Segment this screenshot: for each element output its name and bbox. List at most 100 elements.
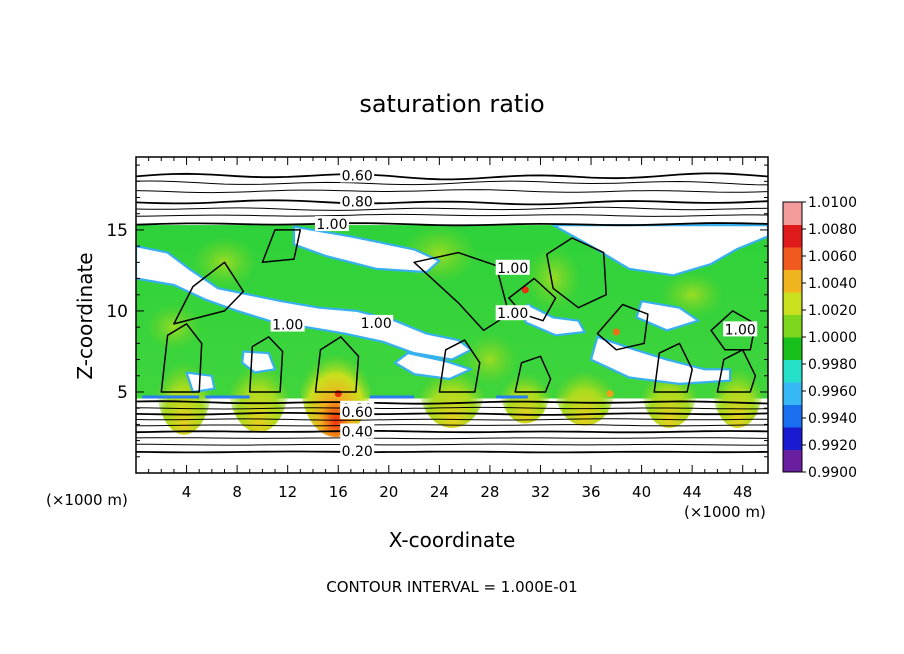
contour-label-bg (340, 423, 375, 439)
colorbar-label: 1.0060 (808, 249, 857, 265)
y-axis: 5 10 15 (106, 164, 768, 458)
contour-label-bg (340, 193, 375, 209)
contour-line (136, 189, 768, 194)
subsaturated-region (524, 303, 586, 337)
contour-line (136, 406, 768, 410)
contour-line (653, 342, 693, 393)
contour-line (136, 199, 768, 206)
colorbar-label: 0.9980 (808, 357, 857, 373)
contour-line (716, 349, 757, 393)
contour-label: 0.40 (342, 424, 373, 440)
x-tick-label: 32 (531, 483, 550, 501)
colorbar-label: 1.0040 (808, 276, 857, 292)
contour-label: 1.00 (497, 261, 528, 277)
chart-title: saturation ratio (359, 90, 544, 118)
subsaturated-region (185, 371, 216, 394)
contour-line (136, 418, 768, 421)
subsaturated-region (635, 300, 700, 332)
contour-label: 1.00 (272, 318, 303, 334)
contour-line (136, 172, 768, 181)
contour-line (136, 222, 768, 227)
contour-line (438, 339, 481, 393)
warm-plume (228, 335, 289, 433)
y-tick-label: 5 (117, 383, 128, 403)
contour-line (136, 206, 768, 211)
x-tick-label: 48 (733, 483, 752, 501)
cloud-base-edge (496, 395, 528, 399)
colorbar-segment (783, 314, 802, 338)
max-spot (606, 390, 614, 398)
x-tick-label: 28 (480, 483, 499, 501)
colorbar-label: 0.9920 (808, 438, 857, 454)
contour-line (136, 424, 768, 427)
colorbar: 0.9900 0.9920 0.9940 0.9960 0.9980 1.0000 1.00… (782, 195, 857, 481)
x-tick-label: 36 (581, 483, 600, 501)
contour-label-bg (270, 316, 305, 332)
contour-line (160, 323, 203, 393)
contour-label-bg (314, 216, 349, 232)
y-tick-label: 15 (106, 221, 128, 241)
x-tick-label: 16 (329, 483, 348, 501)
contour-label: 0.60 (342, 405, 373, 421)
contour-labels: 0.600.801.001.001.001.001.001.000.800.60… (270, 167, 758, 460)
contour-label-bg (340, 404, 375, 420)
contour-line (514, 355, 552, 393)
contour-label: 1.00 (725, 322, 756, 338)
colorbar-label: 1.0100 (808, 195, 857, 211)
subsaturated-region (292, 225, 441, 274)
x-tick-label: 8 (232, 483, 242, 501)
x-unit-label: (×1000 m) (684, 503, 766, 521)
subsaturated-region (241, 350, 277, 374)
contour-line (136, 430, 768, 434)
colorbar-label: 1.0020 (808, 303, 857, 319)
contour-line (136, 180, 768, 186)
contour-label: 1.00 (361, 316, 392, 332)
colorbar-label: 0.9900 (808, 465, 857, 481)
saturation-field (136, 224, 768, 438)
z-unit-label: (×1000 m) (46, 491, 128, 509)
cloud-base-edge (369, 395, 415, 399)
contour-line (136, 437, 768, 440)
contour-line (136, 400, 768, 405)
colorbar-segment (783, 382, 802, 405)
x-tick-label: 24 (430, 483, 449, 501)
cloud-base-edge (205, 395, 250, 399)
contour-line (314, 336, 360, 393)
max-spot (612, 328, 620, 336)
contour-label-bg (495, 259, 530, 275)
max-spot (334, 390, 342, 398)
colorbar-segment (783, 427, 802, 450)
contour-line (261, 229, 302, 264)
contour-line (596, 303, 649, 351)
y-axis-label: Z-coordinate (73, 252, 97, 379)
contour-label-bg (340, 167, 375, 183)
supersaturated-patch (462, 333, 518, 386)
colorbar-label: 0.9960 (808, 384, 857, 400)
contour-line (249, 336, 284, 393)
colorbar-segment (783, 359, 802, 383)
colorbar-label: 1.0000 (808, 330, 857, 346)
supersaturated-patch (146, 304, 202, 350)
contour-line (136, 213, 768, 217)
subsaturated-region (394, 352, 473, 381)
contour-label: 0.80 (342, 194, 373, 210)
contour-label: 1.00 (497, 306, 528, 322)
colorbar-label: 1.0080 (808, 222, 857, 238)
supersaturated-patch (525, 246, 581, 311)
contour-line (136, 450, 768, 454)
colorbar-segment (783, 404, 802, 428)
x-axis: 4 8 12 16 20 24 28 32 36 40 44 48 (148, 157, 756, 501)
contour-interval-note: CONTOUR INTERVAL = 1.000E-01 (326, 578, 577, 596)
contour-line (136, 412, 768, 416)
contour-line (136, 443, 768, 446)
colorbar-segment (783, 449, 802, 473)
colorbar-segment (783, 292, 802, 315)
contour-lines (136, 172, 768, 454)
contour-line (173, 261, 245, 325)
max-spot (521, 286, 529, 294)
colorbar-segment (783, 269, 802, 293)
colorbar-segment (783, 224, 802, 248)
contour-line (546, 237, 607, 309)
y-tick-label: 10 (106, 302, 128, 322)
